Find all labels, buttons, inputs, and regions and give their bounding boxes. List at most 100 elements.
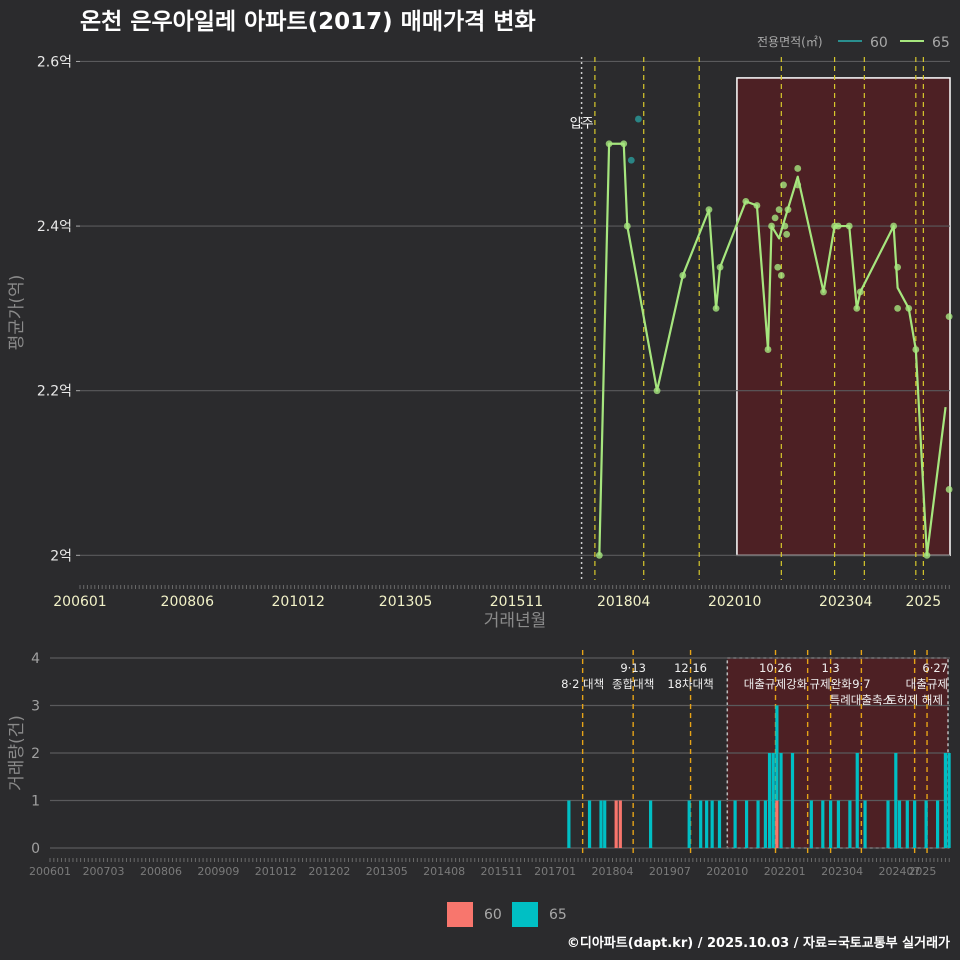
volume-bar-65-5 <box>687 800 691 848</box>
volume-x-tick-label-1: 200703 <box>83 865 125 878</box>
volume-bar-65-17 <box>779 753 783 848</box>
legend-label-60: 60 <box>870 35 888 51</box>
series-65-point-22 <box>794 181 802 189</box>
series-60-point-1 <box>627 156 635 164</box>
volume-bar-65-29 <box>905 800 909 848</box>
x-tick-label-3: 201305 <box>379 594 432 610</box>
volume-bar-65-10 <box>733 800 737 848</box>
series-65-point-28 <box>856 288 864 296</box>
volume-bar-65-28 <box>897 800 902 848</box>
legend-title: 전용면적(㎡) <box>757 35 823 49</box>
bar-legend-swatch-60 <box>447 902 473 927</box>
volume-bar-65-27 <box>894 753 898 848</box>
bar-legend-label-65: 65 <box>549 907 567 923</box>
x-tick-label-2: 201012 <box>272 594 325 610</box>
series-65-point-15 <box>775 206 783 214</box>
price-panel: 2억 2.2억 2.4억 2.6억 200601 200806 201012 201305 20… <box>7 54 953 631</box>
policy-annotation-3: 12·16 <box>674 661 707 675</box>
volume-y-tick-label-0: 0 <box>31 841 40 857</box>
x-axis-title: 거래년월 <box>484 611 547 631</box>
volume-y-tick-label-2: 2 <box>31 746 40 762</box>
series-65-point-3 <box>623 222 631 230</box>
policy-annotation-7: 1·3 <box>821 661 839 675</box>
policy-annotation-10: 특례대출축소 <box>830 693 893 707</box>
volume-x-tick-label-11: 201907 <box>649 865 691 878</box>
volume-bar-65-33 <box>943 753 948 848</box>
volume-bar-65-32 <box>936 800 940 848</box>
series-65-point-27 <box>853 304 861 312</box>
volume-bar-65-23 <box>848 800 852 848</box>
volume-bar-60-1 <box>618 800 622 848</box>
volume-bar-65-0 <box>567 800 571 848</box>
volume-y-tick-label-4: 4 <box>31 651 40 667</box>
series-65-point-26 <box>845 222 853 230</box>
policy-annotation-11: 토허제 해제 <box>886 693 943 707</box>
x-tick-label-8: 2025 <box>906 594 942 610</box>
series-65-point-0 <box>595 551 603 559</box>
volume-x-tick-label-15: 202407 <box>878 865 920 878</box>
volume-bar-60-2 <box>775 800 779 848</box>
bar-legend: 60 65 <box>447 902 567 927</box>
series-65-point-20 <box>784 206 792 214</box>
volume-bar-65-3 <box>603 800 607 848</box>
volume-bar-65-19 <box>809 800 813 848</box>
caption: ©디아파트(dapt.kr) / 2025.10.03 / 자료=국토교통부 실… <box>567 935 950 951</box>
series-65-point-32 <box>905 304 913 312</box>
series-65-point-29 <box>890 222 898 230</box>
y-tick-label-2: 2.4억 <box>37 219 72 235</box>
series-65-point-8 <box>716 263 724 271</box>
chart-title: 온천 은우아일레 아파트(2017) 매매가격 변화 <box>80 9 536 35</box>
policy-annotation-6: 대출규제강화 <box>744 677 808 691</box>
policy-annotation-1: 9·13 <box>620 661 646 675</box>
y-tick-label-0: 2억 <box>50 548 72 564</box>
volume-bar-65-21 <box>829 800 833 848</box>
volume-y-tick-label-1: 1 <box>31 794 40 810</box>
volume-y-axis-title: 거래량(건) <box>7 715 27 791</box>
volume-bar-65-22 <box>836 800 841 848</box>
series-65-point-16 <box>777 272 785 279</box>
volume-bar-65-24 <box>855 753 859 848</box>
volume-x-tick-label-14: 202304 <box>821 865 863 878</box>
volume-x-tick-label-3: 200909 <box>197 865 239 878</box>
volume-bar-65-7 <box>705 800 709 848</box>
y-tick-label-3: 2.6억 <box>37 54 72 70</box>
y-tick-label-1: 2.2억 <box>37 384 72 400</box>
volume-bar-65-34 <box>947 753 951 848</box>
volume-bar-65-4 <box>649 800 653 848</box>
policy-annotation-2: 종합대책 <box>612 677 654 691</box>
y-axis-title: 평균가(억) <box>7 275 27 351</box>
volume-x-tick-label-16: 2025 <box>908 865 936 878</box>
volume-bar-65-16 <box>775 705 779 848</box>
x-tick-label-4: 201511 <box>490 594 543 610</box>
series-65-point-11 <box>764 346 772 353</box>
policy-annotation-12: 6·27 <box>922 661 948 675</box>
policy-annotation-4: 18차대책 <box>667 677 713 691</box>
x-tick-label-0: 200601 <box>53 594 106 610</box>
volume-bar-65-26 <box>886 800 890 848</box>
series-65-point-12 <box>768 222 775 230</box>
legend: 전용면적(㎡) 60 65 <box>757 35 950 51</box>
policy-annotation-5: 10·26 <box>759 661 792 675</box>
series-65-point-35 <box>945 313 953 321</box>
volume-x-tick-label-0: 200601 <box>29 865 71 878</box>
policy-annotation-9: 9·7 <box>852 677 870 691</box>
x-tick-label-6: 202010 <box>708 594 761 610</box>
series-65-point-30 <box>894 263 902 271</box>
volume-bar-65-11 <box>744 800 749 848</box>
volume-bar-65-1 <box>587 800 592 848</box>
volume-x-tick-label-8: 201511 <box>481 865 523 878</box>
series-65-point-25 <box>834 222 842 230</box>
shaded-period-box <box>736 77 951 557</box>
bar-legend-label-60: 60 <box>484 907 502 923</box>
series-65-point-17 <box>780 181 787 189</box>
volume-x-tick-label-4: 201012 <box>255 865 297 878</box>
volume-y-tick-label-3: 3 <box>31 699 40 715</box>
volume-bar-65-25 <box>863 800 867 848</box>
volume-bar-65-9 <box>717 800 722 848</box>
volume-bar-65-12 <box>756 800 760 848</box>
series-65-point-4 <box>653 387 661 395</box>
policy-annotation-0: 8·2 대책 <box>561 677 604 691</box>
volume-x-tick-label-2: 200806 <box>140 865 182 878</box>
